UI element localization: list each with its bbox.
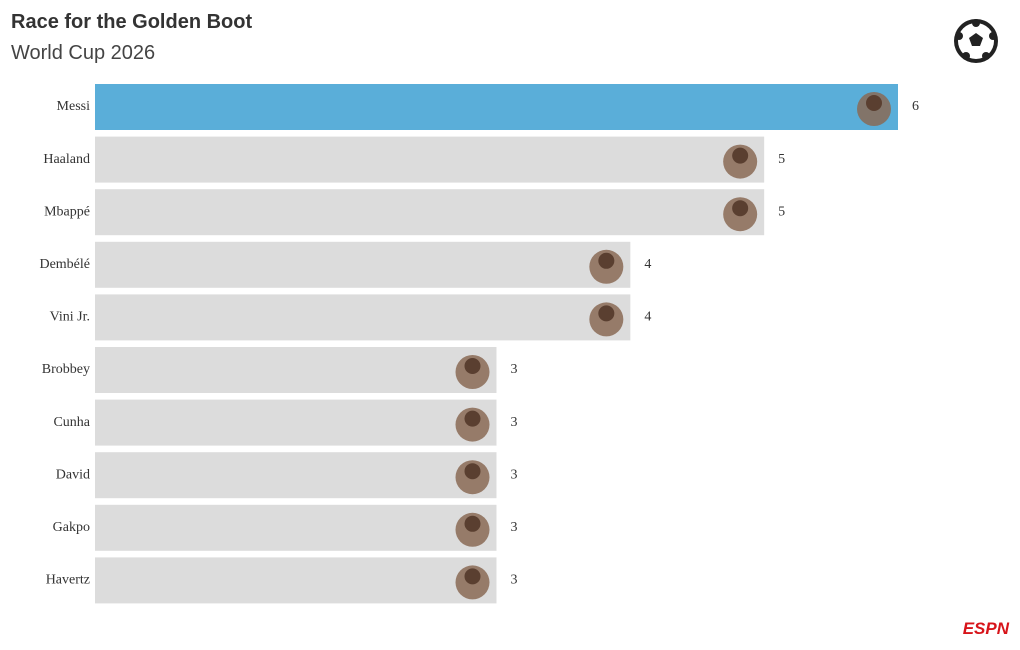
chart-subtitle: World Cup 2026	[11, 42, 155, 64]
category-label: Mbappé	[44, 204, 90, 219]
category-label: Brobbey	[42, 362, 90, 377]
player-head	[732, 147, 749, 164]
player-head	[464, 515, 481, 532]
bar	[95, 189, 765, 236]
bar	[95, 347, 497, 393]
bar	[95, 452, 497, 499]
category-label: Messi	[57, 99, 91, 114]
category-label: Gakpo	[53, 520, 90, 535]
value-label: 6	[912, 99, 919, 114]
category-label: Havertz	[46, 573, 90, 588]
bar	[95, 399, 497, 446]
player-head	[464, 568, 481, 585]
ball-icon	[954, 19, 998, 63]
value-label: 3	[511, 573, 518, 588]
category-label: Haaland	[43, 152, 90, 167]
player-head	[598, 252, 615, 269]
value-label: 5	[778, 204, 785, 219]
value-label: 4	[644, 310, 651, 325]
player-head	[464, 358, 481, 374]
logo: ESPN	[963, 619, 1010, 638]
value-label: 3	[511, 467, 518, 482]
value-label: 3	[511, 520, 518, 535]
bar	[95, 504, 497, 551]
player-head	[732, 200, 749, 217]
category-label: Cunha	[53, 415, 90, 430]
player-head	[464, 463, 481, 480]
chart-title: Race for the Golden Boot	[11, 11, 252, 33]
value-label: 3	[511, 362, 518, 377]
category-label: Dembélé	[39, 257, 90, 272]
player-head	[464, 410, 481, 427]
category-label: David	[56, 467, 90, 482]
bar	[95, 84, 898, 130]
player-head	[598, 305, 615, 322]
category-label: Vini Jr.	[50, 310, 90, 325]
value-label: 4	[644, 257, 651, 272]
bar	[95, 557, 497, 604]
player-head	[866, 95, 882, 111]
bar	[95, 294, 631, 341]
bar	[95, 136, 765, 183]
bar	[95, 241, 631, 288]
value-label: 5	[778, 152, 785, 167]
value-label: 3	[511, 415, 518, 430]
